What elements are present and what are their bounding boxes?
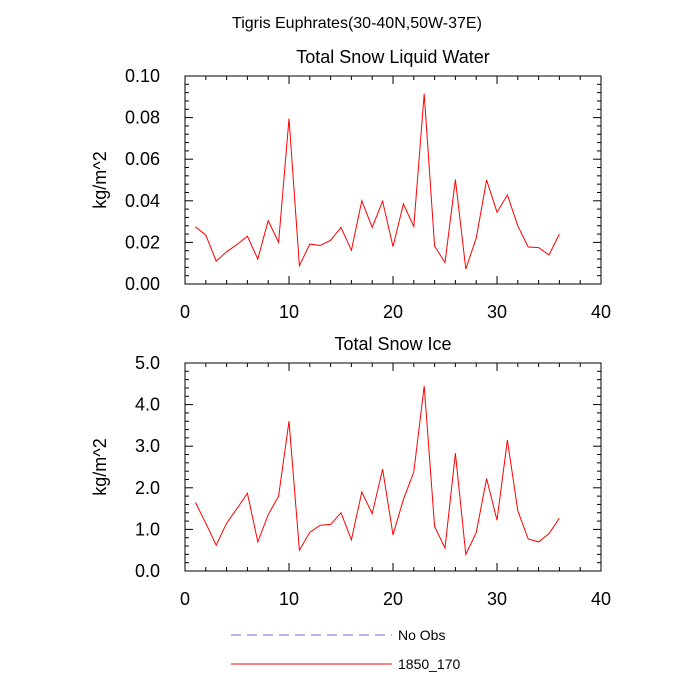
chart-snow-ice-xtick-label: 40 [591, 589, 611, 609]
chart-snow-liquid-water-xtick-label: 0 [180, 302, 190, 322]
chart-snow-ice-ytick-label: 1.0 [135, 519, 160, 539]
chart-snow-liquid-water-ytick-label: 0.00 [125, 274, 160, 294]
chart-snow-liquid-water-xtick-label: 20 [383, 302, 403, 322]
figure-title: Tigris Euphrates(30-40N,50W-37E) [232, 15, 482, 32]
chart-snow-ice-ytick-label: 5.0 [135, 353, 160, 373]
chart-snow-liquid-water-ytick-label: 0.10 [125, 66, 160, 86]
chart-snow-liquid-water-series-line [195, 93, 560, 270]
legend-label-no-obs: No Obs [398, 627, 445, 643]
chart-snow-ice-ytick-label: 0.0 [135, 561, 160, 581]
chart-snow-ice-ytick-label: 2.0 [135, 478, 160, 498]
chart-snow-liquid-water-title: Total Snow Liquid Water [296, 47, 489, 67]
chart-snow-liquid-water-ytick-label: 0.02 [125, 232, 160, 252]
chart-snow-liquid-water-xtick-label: 30 [487, 302, 507, 322]
legend: No Obs 1850_170 [231, 627, 461, 672]
panel-snow-liquid-water: Total Snow Liquid Water kg/m^2 0 10 20 30 40 0.… [90, 47, 611, 322]
chart-snow-ice-xtick-label: 30 [487, 589, 507, 609]
legend-label-1850-170: 1850_170 [398, 656, 461, 672]
chart-snow-ice-series-line [194, 385, 560, 557]
chart-snow-liquid-water-ytick-label: 0.08 [125, 108, 160, 128]
chart-snow-ice-ytick-label: 4.0 [135, 395, 160, 415]
chart-snow-ice-frame [184, 362, 602, 572]
chart-snow-liquid-water-ylabel: kg/m^2 [90, 151, 110, 208]
chart-snow-ice-xtick-label: 10 [279, 589, 299, 609]
panel-snow-ice: Total Snow Ice kg/m^2 0 10 20 30 40 0.0 1.0 2.0 3.… [90, 334, 611, 609]
chart-snow-liquid-water-ytick-label: 0.04 [125, 191, 160, 211]
chart-snow-ice-ylabel: kg/m^2 [90, 438, 110, 495]
chart-snow-liquid-water-ytick-label: 0.06 [125, 149, 160, 169]
chart-snow-liquid-water-frame [184, 75, 602, 285]
chart-snow-ice-xtick-label: 0 [180, 589, 190, 609]
chart-snow-ice-xtick-label: 20 [383, 589, 403, 609]
chart-snow-liquid-water-xtick-label: 40 [591, 302, 611, 322]
chart-snow-ice-title: Total Snow Ice [334, 334, 451, 354]
chart-snow-liquid-water-xtick-label: 10 [279, 302, 299, 322]
chart-snow-ice-ytick-label: 3.0 [135, 436, 160, 456]
